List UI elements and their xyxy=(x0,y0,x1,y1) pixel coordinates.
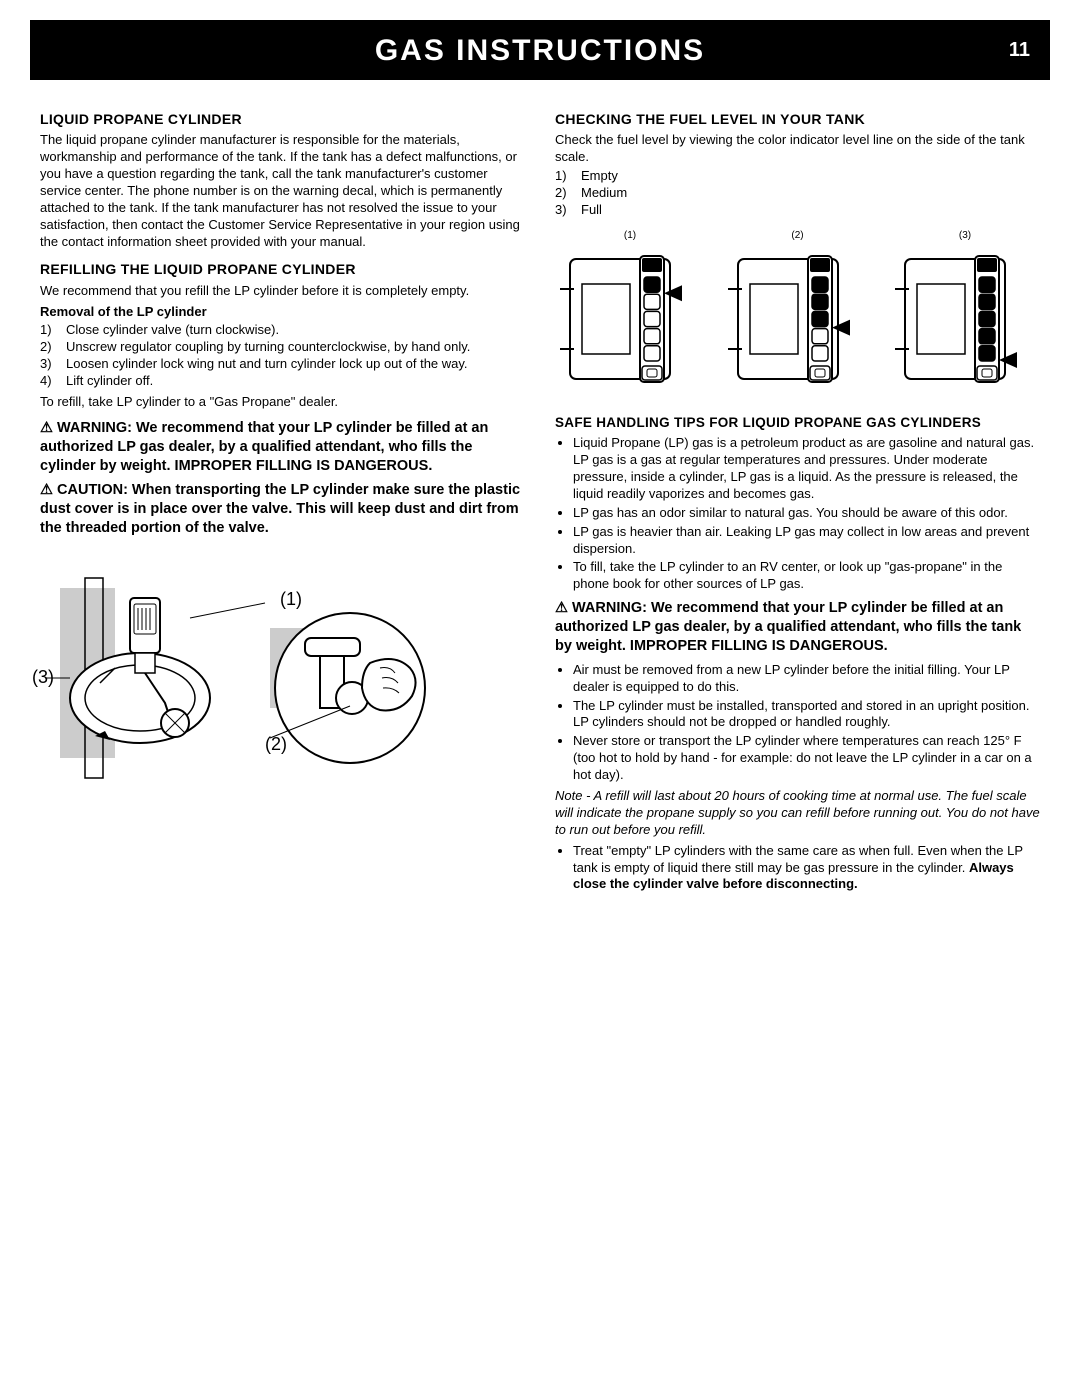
page-number: 11 xyxy=(1009,37,1030,63)
content-columns: LIQUID PROPANE CYLINDER The liquid propa… xyxy=(0,80,1080,917)
step-text: Loosen cylinder lock wing nut and turn c… xyxy=(66,356,468,373)
gauge-svg xyxy=(560,244,700,394)
refill-note: Note - A refill will last about 20 hours… xyxy=(555,788,1040,839)
section-heading-fuel-level: CHECKING THE FUEL LEVEL IN YOUR TANK xyxy=(555,110,1040,128)
list-item: Never store or transport the LP cylinder… xyxy=(573,733,1040,784)
gauge-svg xyxy=(895,244,1035,394)
list-item: Treat "empty" LP cylinders with the same… xyxy=(573,843,1040,894)
figure-callout-3: (3) xyxy=(32,666,54,689)
list-item: Liquid Propane (LP) gas is a petroleum p… xyxy=(573,435,1040,503)
step-text: Unscrew regulator coupling by turning co… xyxy=(66,339,470,356)
gauge-label: (2) xyxy=(723,229,873,242)
safe-handling-list-1: Liquid Propane (LP) gas is a petroleum p… xyxy=(555,435,1040,593)
page-title: GAS INSTRUCTIONS xyxy=(375,31,705,70)
level-text: Full xyxy=(581,202,602,219)
page-header: GAS INSTRUCTIONS 11 xyxy=(30,20,1050,80)
level-text: Empty xyxy=(581,168,618,185)
warning-refill: ⚠ WARNING: We recommend that your LP cyl… xyxy=(40,419,525,476)
removal-steps: 1)Close cylinder valve (turn clockwise).… xyxy=(40,322,525,390)
list-item: To fill, take the LP cylinder to an RV c… xyxy=(573,559,1040,593)
safe-handling-list-2: Air must be removed from a new LP cylind… xyxy=(555,662,1040,784)
list-item: 3)Full xyxy=(555,202,1040,219)
refill-dealer-text: To refill, take LP cylinder to a "Gas Pr… xyxy=(40,394,525,411)
list-item: The LP cylinder must be installed, trans… xyxy=(573,698,1040,732)
cylinder-diagram-svg xyxy=(40,568,440,828)
removal-subheading: Removal of the LP cylinder xyxy=(40,304,525,321)
left-column: LIQUID PROPANE CYLINDER The liquid propa… xyxy=(40,100,525,897)
tank-gauge-row: (1) (2) (3) xyxy=(555,229,1040,394)
list-item: 1)Close cylinder valve (turn clockwise). xyxy=(40,322,525,339)
list-item: 2)Medium xyxy=(555,185,1040,202)
cylinder-removal-figure: (1) (2) (3) xyxy=(40,568,525,848)
tank-gauge-empty: (1) xyxy=(555,229,705,394)
list-item: 4)Lift cylinder off. xyxy=(40,373,525,390)
lp-cylinder-text: The liquid propane cylinder manufacturer… xyxy=(40,132,525,250)
tank-gauge-medium: (2) xyxy=(723,229,873,394)
section-heading-lp-cylinder: LIQUID PROPANE CYLINDER xyxy=(40,110,525,128)
gauge-label: (3) xyxy=(890,229,1040,242)
tank-gauge-full: (3) xyxy=(890,229,1040,394)
safe-handling-list-3: Treat "empty" LP cylinders with the same… xyxy=(555,843,1040,894)
list-item: Air must be removed from a new LP cylind… xyxy=(573,662,1040,696)
step-text: Lift cylinder off. xyxy=(66,373,153,390)
section-heading-safe-handling: SAFE HANDLING TIPS FOR LIQUID PROPANE GA… xyxy=(555,414,1040,432)
figure-callout-1: (1) xyxy=(280,588,302,611)
bullet-text: Treat "empty" LP cylinders with the same… xyxy=(573,843,1023,875)
step-text: Close cylinder valve (turn clockwise). xyxy=(66,322,279,339)
warning-refill-2: ⚠ WARNING: We recommend that your LP cyl… xyxy=(555,599,1040,656)
right-column: CHECKING THE FUEL LEVEL IN YOUR TANK Che… xyxy=(555,100,1040,897)
fuel-level-legend: 1)Empty 2)Medium 3)Full xyxy=(555,168,1040,219)
figure-callout-2: (2) xyxy=(265,733,287,756)
refilling-intro: We recommend that you refill the LP cyli… xyxy=(40,283,525,300)
gauge-label: (1) xyxy=(555,229,705,242)
list-item: 2)Unscrew regulator coupling by turning … xyxy=(40,339,525,356)
fuel-level-text: Check the fuel level by viewing the colo… xyxy=(555,132,1040,166)
list-item: LP gas is heavier than air. Leaking LP g… xyxy=(573,524,1040,558)
list-item: 3)Loosen cylinder lock wing nut and turn… xyxy=(40,356,525,373)
caution-transport: ⚠ CAUTION: When transporting the LP cyli… xyxy=(40,481,525,538)
section-heading-refilling: REFILLING THE LIQUID PROPANE CYLINDER xyxy=(40,260,525,278)
list-item: LP gas has an odor similar to natural ga… xyxy=(573,505,1040,522)
gauge-svg xyxy=(728,244,868,394)
level-text: Medium xyxy=(581,185,627,202)
list-item: 1)Empty xyxy=(555,168,1040,185)
